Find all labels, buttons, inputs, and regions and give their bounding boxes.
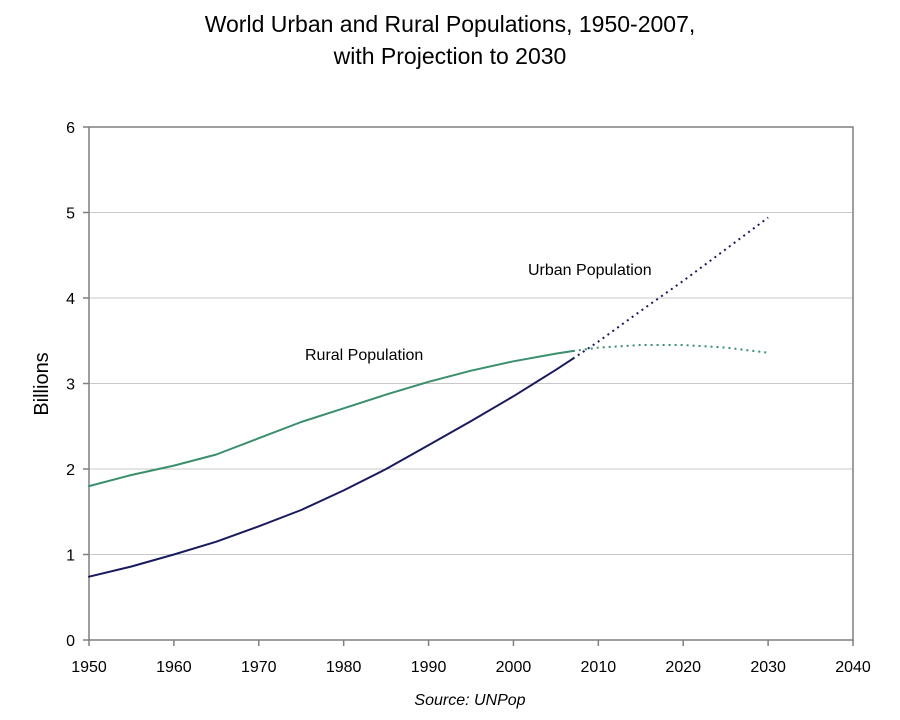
x-tick-label-2040: 2040 (835, 659, 871, 676)
y-tick-label-2: 2 (66, 462, 75, 479)
series-layer (88, 216, 769, 578)
y-tick-label-6: 6 (66, 120, 75, 137)
y-tick-label-0: 0 (66, 633, 75, 650)
chart-title: World Urban and Rural Populations, 1950-… (0, 8, 900, 72)
source-note: Source: UNPop (414, 692, 525, 709)
x-tick-label-1980: 1980 (326, 659, 362, 676)
x-tick-label-1950: 1950 (71, 659, 107, 676)
chart-title-line-2: with Projection to 2030 (333, 43, 567, 69)
urban-population-line (88, 357, 574, 578)
x-tick-label-1990: 1990 (411, 659, 447, 676)
x-tick-label-2000: 2000 (496, 659, 532, 676)
rural-projection-line (572, 344, 769, 354)
gridlines (89, 126, 853, 641)
x-tick-label-2030: 2030 (750, 659, 786, 676)
y-axis: 0 1 2 3 4 5 6 (66, 120, 89, 650)
chart-title-line-1: World Urban and Rural Populations, 1950-… (204, 11, 696, 37)
x-axis: 1950 1960 1970 1980 1990 2000 2010 2020 2030 2040 (71, 640, 871, 676)
y-axis-label: Billions (31, 352, 53, 415)
x-tick-label-1970: 1970 (241, 659, 277, 676)
y-tick-label-4: 4 (66, 291, 75, 308)
x-tick-label-2010: 2010 (581, 659, 617, 676)
x-tick-label-1960: 1960 (156, 659, 192, 676)
rural-population-line (88, 350, 574, 488)
y-tick-label-1: 1 (66, 548, 75, 565)
rural-population-label: Rural Population (305, 347, 423, 364)
urban-population-label: Urban Population (528, 262, 652, 279)
x-tick-label-2020: 2020 (665, 659, 701, 676)
y-tick-label-5: 5 (66, 206, 75, 223)
y-tick-label-3: 3 (66, 377, 75, 394)
urban-projection-line (572, 216, 769, 360)
